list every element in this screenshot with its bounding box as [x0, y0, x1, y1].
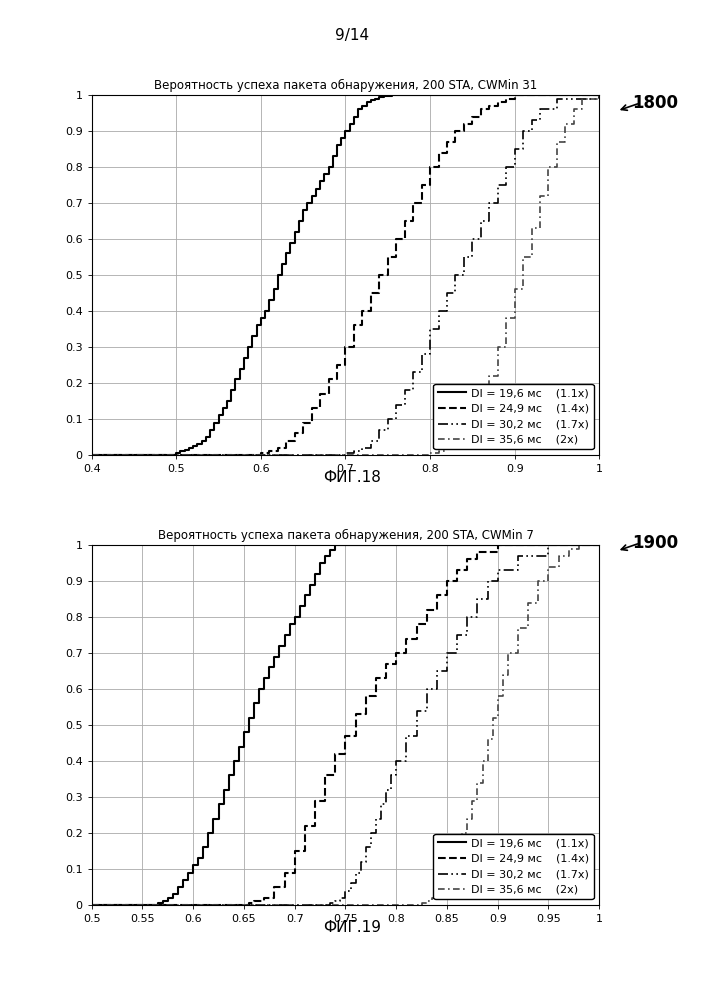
Title: Вероятность успеха пакета обнаружения, 200 STA, CWMin 7: Вероятность успеха пакета обнаружения, 2… [157, 529, 534, 542]
Text: 1800: 1800 [632, 94, 679, 112]
Title: Вероятность успеха пакета обнаружения, 200 STA, CWMin 31: Вероятность успеха пакета обнаружения, 2… [154, 79, 537, 92]
Legend: DI = 19,6 мс    (1.1x), DI = 24,9 мс    (1.4x), DI = 30,2 мс    (1.7x), DI = 35,: DI = 19,6 мс (1.1x), DI = 24,9 мс (1.4x)… [434, 834, 594, 899]
Text: ФИГ.18: ФИГ.18 [324, 471, 381, 486]
Text: 1900: 1900 [632, 534, 679, 552]
Text: ФИГ.19: ФИГ.19 [324, 920, 381, 936]
Text: 9/14: 9/14 [336, 28, 369, 43]
Legend: DI = 19,6 мс    (1.1x), DI = 24,9 мс    (1.4x), DI = 30,2 мс    (1.7x), DI = 35,: DI = 19,6 мс (1.1x), DI = 24,9 мс (1.4x)… [434, 384, 594, 449]
